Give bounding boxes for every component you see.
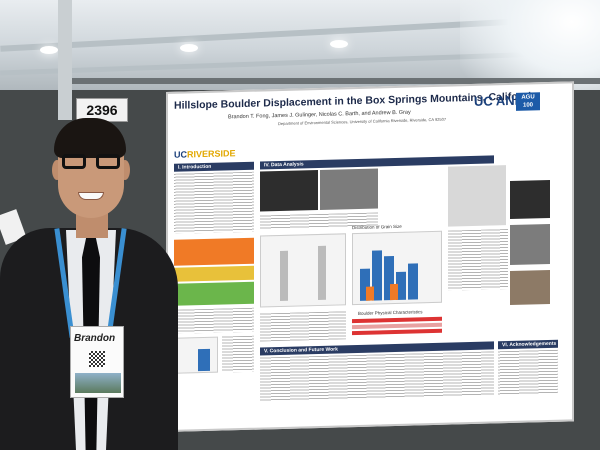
- section-header-introduction: I. Introduction: [174, 161, 254, 172]
- aerial-image: [320, 168, 378, 210]
- name-badge: Brandon: [70, 326, 124, 398]
- section-header-acknowledgements: VI. Acknowledgements: [498, 339, 558, 350]
- ear: [120, 160, 130, 180]
- badge-name: Brandon: [74, 333, 116, 344]
- acknowledgements-text: [498, 349, 558, 396]
- map-image: [448, 165, 506, 227]
- hair: [54, 118, 126, 158]
- boulder-photo: [510, 269, 550, 305]
- board-frame: [58, 78, 600, 84]
- grain-bar-orange: [390, 283, 398, 301]
- ear: [52, 160, 62, 180]
- aerial-image: [260, 170, 318, 212]
- figure-1-caption: [222, 335, 254, 373]
- poster-title: Hillslope Boulder Displacement in the Bo…: [174, 90, 537, 112]
- ceiling-light: [180, 44, 198, 52]
- grain-size-chart-title: Distribution of Grain Size: [352, 223, 402, 231]
- table-title: Boulder Physical Characteristics: [358, 309, 423, 316]
- ceiling-light: [40, 46, 58, 54]
- boxplot: [318, 245, 326, 301]
- table-row: [352, 328, 442, 336]
- storm-bar: [198, 348, 210, 372]
- conclusion-text: [260, 351, 494, 402]
- badge-image: [75, 373, 121, 393]
- qr-code-icon: [89, 351, 105, 367]
- boulder-photo: [510, 223, 550, 265]
- grain-bar: [408, 263, 418, 300]
- storm-chart: [174, 336, 218, 374]
- grain-bar-orange: [366, 286, 374, 301]
- boxplot: [280, 250, 288, 302]
- smile: [78, 192, 104, 200]
- methods-green-box: [174, 281, 254, 306]
- support-pole: [58, 0, 72, 120]
- storm-text: [174, 307, 254, 334]
- introduction-text: [174, 171, 254, 234]
- figure-3-caption: [448, 229, 508, 291]
- ceiling-light: [330, 40, 348, 48]
- displaced-boulders-chart: [260, 233, 346, 308]
- methods-yellow-box: [174, 265, 254, 282]
- glasses: [62, 154, 122, 170]
- methods-orange-box: [174, 237, 254, 266]
- boulder-photo: [510, 179, 550, 219]
- ucr-logo: UCRIVERSIDE: [174, 148, 236, 160]
- figure-5-caption: [260, 311, 346, 342]
- research-poster: Hillslope Boulder Displacement in the Bo…: [166, 81, 574, 432]
- agu-logo: AGU 100: [516, 92, 540, 111]
